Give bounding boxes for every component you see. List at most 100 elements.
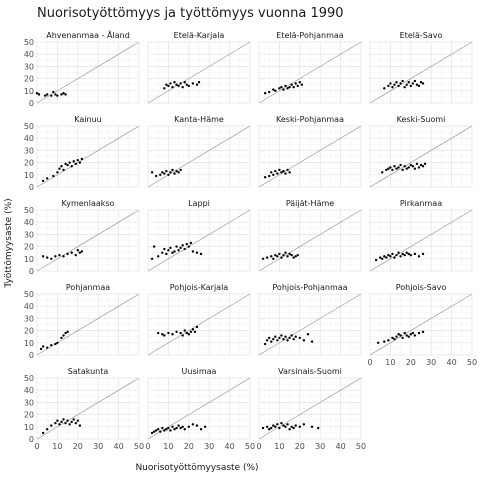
data-point: [187, 425, 190, 428]
data-point: [199, 252, 203, 256]
data-point: [159, 173, 162, 176]
data-point: [395, 335, 398, 338]
data-point: [397, 333, 400, 336]
data-point: [407, 81, 410, 84]
facet-panel: Kymenlaakso 0 10 20 30 40 50: [24, 199, 140, 276]
data-point: [286, 87, 289, 90]
facet-panel: Pirkanmaa: [369, 199, 473, 272]
reference-line: [147, 377, 251, 440]
data-point: [185, 242, 188, 246]
data-point: [421, 252, 425, 256]
data-point: [181, 244, 184, 247]
data-point: [399, 82, 402, 85]
data-point: [387, 339, 390, 342]
data-point: [187, 84, 190, 88]
data-point: [74, 253, 77, 257]
data-point: [171, 168, 174, 172]
y-tick-label: 0: [29, 351, 34, 360]
data-point: [76, 249, 80, 252]
facet-strip-label: Pohjois-Savo: [396, 283, 447, 292]
y-tick-label: 30: [24, 62, 34, 71]
data-point: [294, 82, 297, 85]
data-point: [161, 426, 164, 430]
data-point: [64, 331, 67, 335]
facet-strip-label: Etelä-Savo: [400, 31, 443, 40]
reference-line: [369, 293, 473, 356]
x-tick-label: 0: [145, 442, 150, 451]
data-point: [278, 168, 281, 172]
data-point: [385, 168, 388, 172]
facet-panel: Pohjois-Savo 0 10 20 30 40 50: [367, 283, 477, 367]
data-point: [421, 82, 425, 85]
facet-strip-label: Kymenlaakso: [62, 199, 115, 208]
y-tick-label: 50: [24, 38, 34, 47]
data-point: [181, 425, 184, 428]
reference-line: [147, 209, 251, 272]
data-point: [413, 79, 417, 83]
data-point: [421, 330, 425, 334]
data-point: [62, 418, 65, 421]
data-point: [280, 256, 283, 259]
data-point: [165, 428, 168, 431]
data-point: [76, 158, 80, 162]
data-point: [272, 88, 275, 91]
data-point: [403, 85, 406, 89]
data-point: [175, 245, 178, 248]
data-point: [409, 253, 412, 257]
data-point: [265, 339, 269, 342]
data-point: [272, 424, 275, 427]
data-point: [66, 163, 69, 167]
data-point: [391, 168, 394, 172]
x-tick-label: 20: [295, 442, 305, 451]
data-point: [46, 177, 49, 180]
data-point: [203, 425, 207, 428]
data-point: [417, 166, 421, 169]
data-point: [171, 251, 174, 254]
data-point: [163, 247, 166, 251]
data-point: [46, 346, 49, 349]
data-point: [268, 428, 271, 431]
data-point: [163, 334, 166, 337]
data-point: [278, 252, 281, 256]
x-tick-label: 10: [52, 442, 62, 451]
y-tick-label: 40: [24, 134, 34, 143]
data-point: [415, 162, 419, 166]
data-point: [56, 94, 59, 97]
data-point: [288, 428, 291, 431]
data-point: [374, 258, 378, 262]
data-point: [401, 168, 404, 172]
data-point: [161, 333, 164, 336]
x-tick-label: 0: [367, 358, 372, 367]
data-point: [290, 334, 293, 337]
data-point: [409, 163, 412, 167]
data-point: [288, 85, 291, 89]
data-point: [415, 83, 419, 86]
data-point: [54, 342, 57, 346]
data-point: [290, 253, 293, 257]
data-point: [74, 162, 77, 166]
data-point: [383, 340, 386, 343]
data-point: [268, 174, 271, 178]
data-point: [276, 339, 279, 342]
data-point: [403, 331, 406, 335]
data-point: [284, 172, 287, 175]
data-point: [397, 251, 400, 254]
data-point: [175, 330, 178, 334]
data-point: [280, 421, 283, 425]
y-tick-label: 50: [24, 290, 34, 299]
data-point: [286, 255, 289, 258]
data-point: [292, 426, 295, 430]
data-point: [413, 334, 417, 337]
data-point: [310, 425, 314, 428]
data-point: [50, 94, 53, 97]
data-point: [167, 331, 170, 335]
data-point: [191, 250, 195, 253]
data-point: [68, 161, 71, 164]
data-point: [389, 82, 392, 85]
data-point: [179, 246, 182, 250]
data-point: [300, 83, 304, 86]
facet-panel: Ahvenanmaa - Åland 0 10 20 30 40 50: [24, 29, 140, 108]
data-point: [189, 241, 193, 245]
data-point: [265, 425, 269, 428]
x-tick-label: 0: [34, 442, 39, 451]
